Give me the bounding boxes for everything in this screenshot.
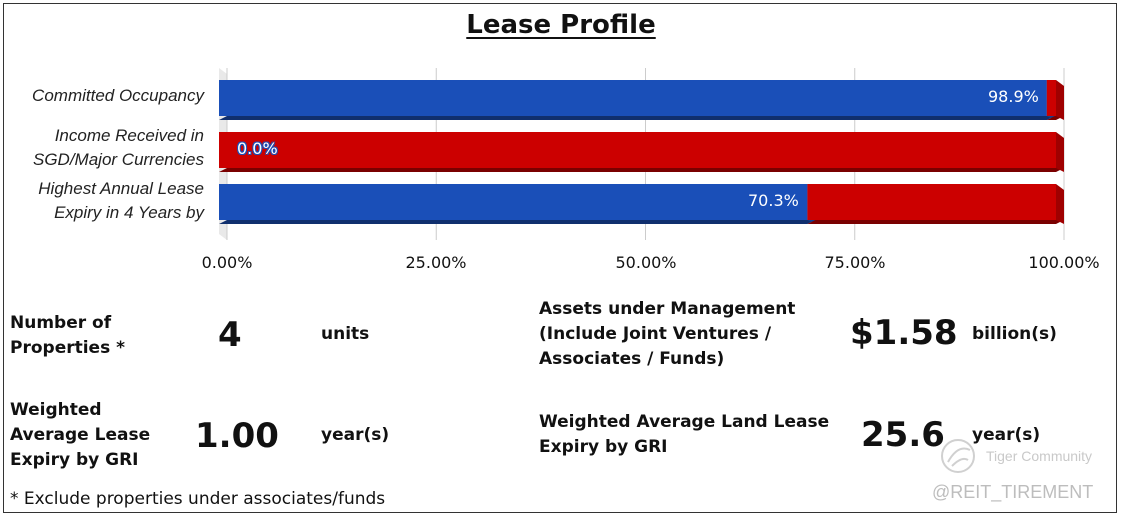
x-tick-label-100: 100.00% (1028, 253, 1100, 272)
properties-unit: units (321, 324, 370, 344)
x-tick-label-75: 75.00% (824, 253, 886, 272)
bar-bevel-1-1 (219, 168, 1064, 172)
data-label-lease-expiry: 70.3% (748, 191, 799, 210)
x-tick-label-50: 50.00% (615, 253, 677, 272)
category-label-income-currencies: Income Received in SGD/Major Currencies (33, 126, 204, 169)
land-lease-label: Weighted Average Land Lease Expiry by GR… (539, 412, 830, 457)
category-label-committed-occupancy: Committed Occupancy (32, 86, 204, 105)
bar-series0-cat0 (219, 80, 1047, 116)
land-lease-value: 25.6 (861, 415, 945, 455)
footnote: * Exclude properties under associates/fu… (10, 489, 386, 509)
bar-series0-cat2 (219, 184, 808, 220)
x-tick-label-25: 25.00% (405, 253, 467, 272)
data-label-committed-occupancy: 98.9% (988, 87, 1039, 106)
wale-value: 1.00 (195, 416, 279, 456)
aum-value: $1.58 (850, 313, 958, 353)
properties-label: Number of Properties * (10, 313, 126, 358)
x-tick-label-0: 0.00% (201, 253, 253, 272)
watermark-handle: @REIT_TIREMENT (932, 482, 1094, 502)
category-label-lease-expiry: Highest Annual Lease Expiry in 4 Years b… (38, 179, 204, 222)
bar-bevel-0-2 (219, 220, 816, 224)
bar-cap-1-2 (1056, 184, 1064, 224)
chart-title: Lease Profile (466, 10, 656, 40)
bar-bevel-0-0 (219, 116, 1055, 120)
bar-cap-1-0 (1056, 80, 1064, 120)
aum-label: Assets under Management (Include Joint V… (539, 299, 796, 369)
watermark-brand: Tiger Community (986, 448, 1093, 464)
bar-series1-cat0 (1046, 80, 1056, 116)
data-label-income-currencies: 0.0% (237, 139, 278, 158)
aum-unit: billion(s) (972, 324, 1057, 344)
bar-bevel-1-2 (807, 220, 1064, 224)
tiger-logo-icon (941, 439, 975, 473)
bar-series1-cat1 (219, 132, 1056, 168)
bar-series1-cat2 (807, 184, 1056, 220)
properties-value: 4 (218, 315, 242, 355)
chart-frame (3, 3, 1117, 513)
bar-cap-1-1 (1056, 132, 1064, 172)
wale-label: Weighted Average Lease Expiry by GRI (10, 400, 151, 470)
land-lease-unit: year(s) (972, 425, 1041, 445)
wale-unit: year(s) (321, 425, 390, 445)
